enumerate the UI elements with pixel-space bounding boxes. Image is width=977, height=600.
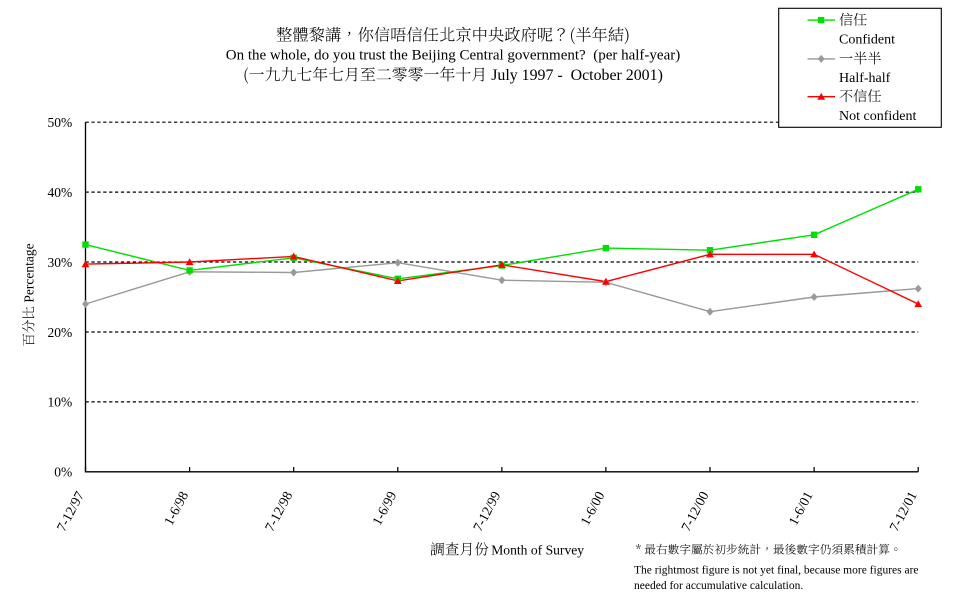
svg-text:On the whole, do you trust the: On the whole, do you trust the Beijing C… bbox=[226, 47, 680, 63]
svg-text:10%: 10% bbox=[48, 395, 73, 410]
svg-text:Percentage: Percentage bbox=[22, 243, 37, 302]
svg-text:0%: 0% bbox=[54, 465, 72, 480]
svg-text:July 1997 - October 2001): July 1997 - October 2001) bbox=[491, 67, 663, 84]
svg-text:Confident: Confident bbox=[839, 33, 895, 48]
svg-text:needed for accumulative calcul: needed for accumulative calculation. bbox=[634, 580, 803, 592]
svg-text:50%: 50% bbox=[48, 115, 73, 130]
svg-text:Month of Survey: Month of Survey bbox=[491, 543, 584, 558]
svg-text:Half-half: Half-half bbox=[839, 71, 891, 86]
svg-text:40%: 40% bbox=[48, 185, 73, 200]
svg-text:Not confident: Not confident bbox=[839, 109, 916, 124]
svg-text:30%: 30% bbox=[48, 255, 73, 270]
svg-text:The rightmost figure is not ye: The rightmost figure is not yet final, b… bbox=[634, 565, 919, 577]
svg-text:20%: 20% bbox=[48, 325, 73, 340]
